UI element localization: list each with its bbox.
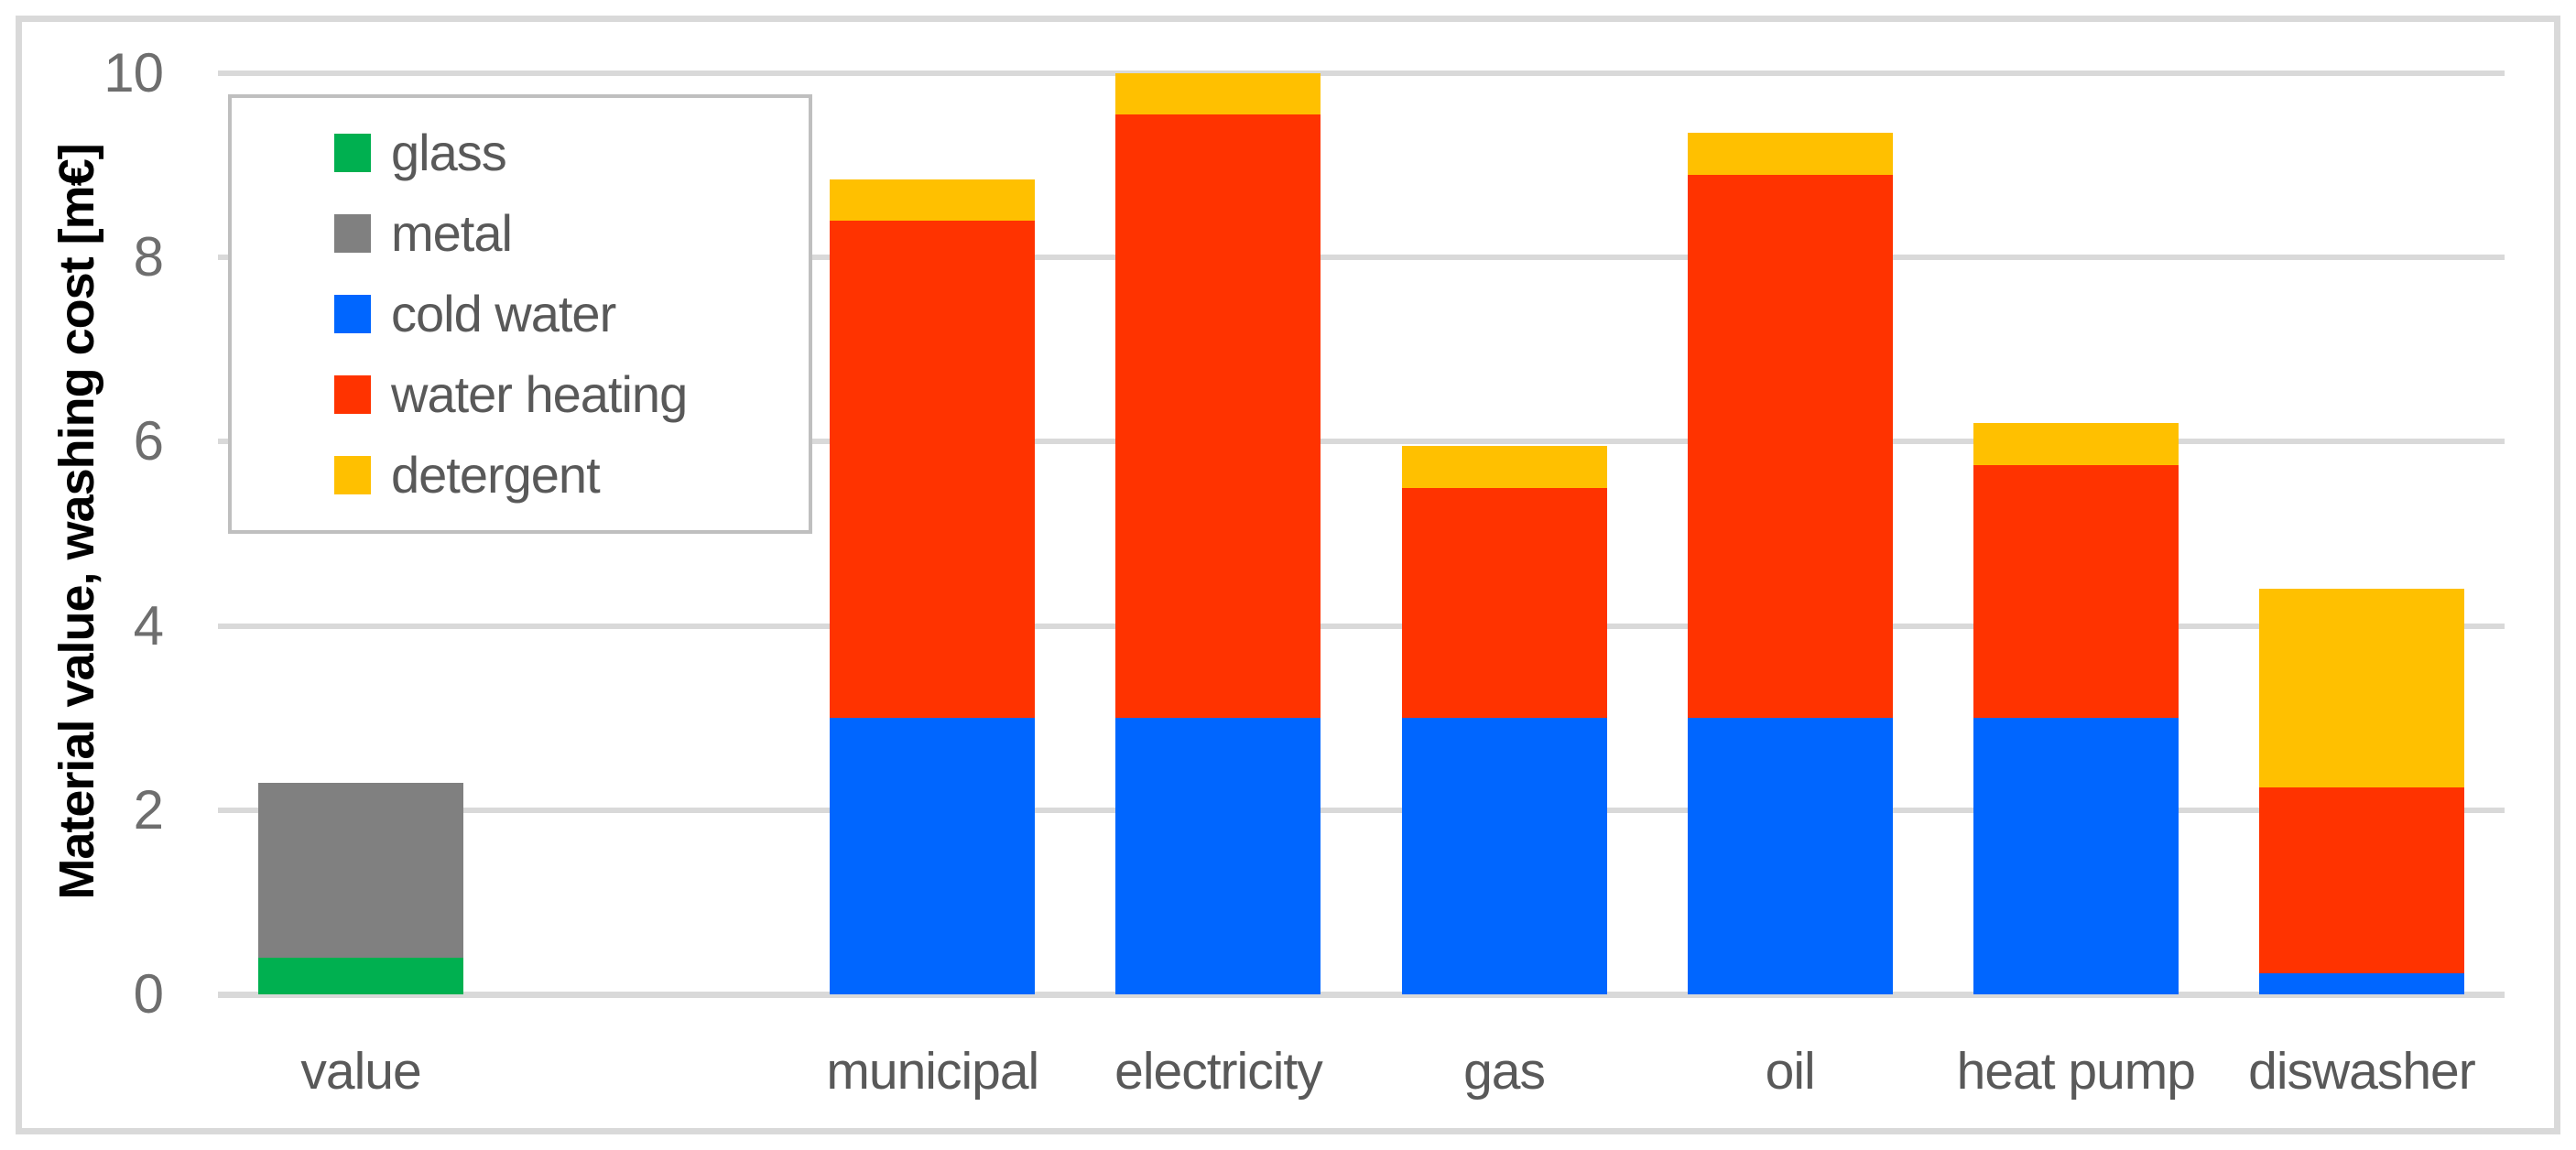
y-tick-label-6: 6 xyxy=(133,410,164,472)
legend-label-water-heating: water heating xyxy=(391,365,688,423)
gridline-10 xyxy=(218,71,2505,76)
x-category-label-diswasher: diswasher xyxy=(2248,1042,2476,1101)
legend-swatch-water-heating xyxy=(334,375,371,414)
x-category-label-value: value xyxy=(300,1042,421,1101)
gridline-2 xyxy=(218,807,2505,813)
bar-segment-gas-detergent xyxy=(1401,446,1607,488)
bar-segment-value-metal xyxy=(258,782,464,958)
legend-swatch-detergent xyxy=(334,456,371,494)
legend-item-cold-water: cold water xyxy=(334,288,809,340)
gridline-8 xyxy=(218,255,2505,261)
legend-item-detergent: detergent xyxy=(334,450,809,501)
bar-segment-municipal-cold-water xyxy=(830,718,1036,994)
legend-box: glass metal cold water water heating deterge… xyxy=(228,94,812,534)
legend-swatch-glass xyxy=(334,134,371,172)
x-category-label-municipal: municipal xyxy=(826,1042,1039,1101)
bar-segment-diswasher-cold-water xyxy=(2258,972,2464,994)
bar-segment-municipal-water-heating xyxy=(830,221,1036,719)
bar-segment-heat-pump-water-heating xyxy=(1973,464,2179,719)
y-tick-label-10: 10 xyxy=(103,42,164,103)
x-category-label-oil: oil xyxy=(1765,1042,1816,1101)
bar-segment-electricity-water-heating xyxy=(1115,114,1321,719)
x-category-label-gas: gas xyxy=(1463,1042,1546,1101)
gridline-0 xyxy=(218,992,2505,998)
bar-segment-oil-water-heating xyxy=(1687,174,1893,719)
bar-segment-gas-cold-water xyxy=(1401,718,1607,994)
bar-segment-heat-pump-detergent xyxy=(1973,423,2179,465)
bar-segment-gas-water-heating xyxy=(1401,487,1607,719)
bar-segment-heat-pump-cold-water xyxy=(1973,718,2179,994)
gridline-4 xyxy=(218,623,2505,629)
gridline-6 xyxy=(218,439,2505,445)
legend-item-water-heating: water heating xyxy=(334,369,809,420)
legend-label-metal: metal xyxy=(391,204,513,262)
bar-segment-electricity-cold-water xyxy=(1115,718,1321,994)
y-tick-label-0: 0 xyxy=(133,963,164,1025)
y-tick-label-8: 8 xyxy=(133,226,164,288)
legend-label-glass: glass xyxy=(391,124,507,181)
y-tick-label-2: 2 xyxy=(133,778,164,841)
legend-item-metal: metal xyxy=(334,208,809,259)
legend-swatch-metal xyxy=(334,214,371,253)
legend-label-detergent: detergent xyxy=(391,446,601,504)
bar-segment-municipal-detergent xyxy=(830,179,1036,221)
bar-segment-electricity-detergent xyxy=(1115,73,1321,115)
legend-label-cold-water: cold water xyxy=(391,285,616,342)
x-category-label-heat-pump: heat pump xyxy=(1956,1042,2196,1101)
bar-segment-diswasher-water-heating xyxy=(2258,787,2464,973)
legend-swatch-cold-water xyxy=(334,295,371,333)
bar-segment-value-glass xyxy=(258,957,464,994)
x-category-label-electricity: electricity xyxy=(1114,1042,1323,1101)
bar-segment-oil-cold-water xyxy=(1687,718,1893,994)
bar-segment-oil-detergent xyxy=(1687,133,1893,175)
y-tick-label-4: 4 xyxy=(133,594,164,656)
bar-segment-diswasher-detergent xyxy=(2258,589,2464,787)
legend-item-glass: glass xyxy=(334,127,809,179)
